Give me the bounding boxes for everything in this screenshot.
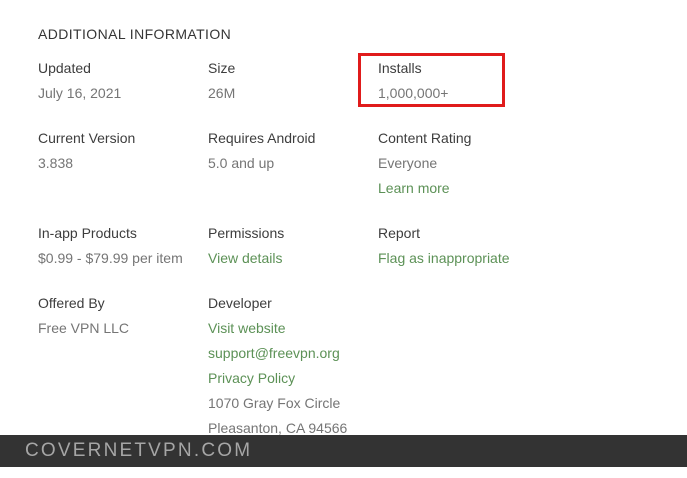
view-details-link[interactable]: View details <box>208 250 283 266</box>
developer-address-line1: 1070 Gray Fox Circle <box>208 395 341 411</box>
current-version-label: Current Version <box>38 130 136 146</box>
info-cell-updated: Updated July 16, 2021 <box>38 56 208 106</box>
info-cell-content-rating: Content Rating Everyone Learn more <box>378 126 667 201</box>
info-cell-in-app-products: In-app Products $0.99 - $79.99 per item <box>38 221 208 271</box>
updated-label: Updated <box>38 60 91 76</box>
info-row-3: In-app Products $0.99 - $79.99 per item … <box>38 221 667 271</box>
info-cell-installs: Installs 1,000,000+ <box>358 53 667 107</box>
flag-as-inappropriate-link[interactable]: Flag as inappropriate <box>378 250 510 266</box>
size-value: 26M <box>208 85 236 101</box>
developer-label: Developer <box>208 295 272 311</box>
additional-information-section: ADDITIONAL INFORMATION Updated July 16, … <box>38 22 667 461</box>
updated-value: July 16, 2021 <box>38 85 122 101</box>
section-heading: ADDITIONAL INFORMATION <box>38 26 232 42</box>
info-cell-current-version: Current Version 3.838 <box>38 126 208 201</box>
developer-address-line2: Pleasanton, CA 94566 <box>208 420 348 436</box>
info-cell-requires-android: Requires Android 5.0 and up <box>208 126 378 201</box>
info-cell-size: Size 26M <box>208 56 378 106</box>
installs-value: 1,000,000+ <box>378 85 449 101</box>
offered-by-label: Offered By <box>38 295 105 311</box>
visit-website-link[interactable]: Visit website <box>208 320 286 336</box>
watermark-bar: COVERNETVPN.COM <box>0 435 687 467</box>
info-row-4: Offered By Free VPN LLC Developer Visit … <box>38 291 667 441</box>
in-app-products-value: $0.99 - $79.99 per item <box>38 250 183 266</box>
content-rating-value: Everyone <box>378 155 438 171</box>
current-version-value: 3.838 <box>38 155 74 171</box>
info-cell-permissions: Permissions View details <box>208 221 378 271</box>
requires-android-label: Requires Android <box>208 130 316 146</box>
info-row-2: Current Version 3.838 Requires Android 5… <box>38 126 667 201</box>
size-label: Size <box>208 60 236 76</box>
info-row-1: Updated July 16, 2021 Size 26M Installs … <box>38 53 667 107</box>
privacy-policy-link[interactable]: Privacy Policy <box>208 370 296 386</box>
developer-email-link[interactable]: support@freevpn.org <box>208 345 340 361</box>
watermark-text: COVERNETVPN.COM <box>25 440 253 461</box>
info-cell-empty <box>378 291 667 441</box>
permissions-label: Permissions <box>208 225 285 241</box>
info-cell-report: Report Flag as inappropriate <box>378 221 667 271</box>
offered-by-value: Free VPN LLC <box>38 320 130 336</box>
installs-label: Installs <box>378 60 422 76</box>
content-rating-label: Content Rating <box>378 130 472 146</box>
in-app-products-label: In-app Products <box>38 225 137 241</box>
requires-android-value: 5.0 and up <box>208 155 275 171</box>
info-cell-offered-by: Offered By Free VPN LLC <box>38 291 208 441</box>
report-label: Report <box>378 225 421 241</box>
info-cell-developer: Developer Visit website support@freevpn.… <box>208 291 378 441</box>
learn-more-link[interactable]: Learn more <box>378 180 450 196</box>
